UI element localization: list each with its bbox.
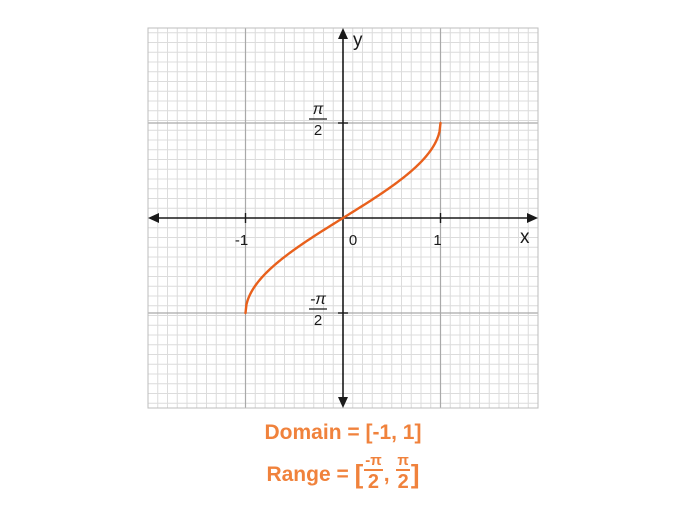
x-tick-label: 0 <box>349 232 357 249</box>
y-tick-numerator: π <box>313 101 324 118</box>
range-min-fraction: -π 2 <box>364 452 383 493</box>
range-separator: , <box>383 462 396 486</box>
domain-caption: Domain = [-1, 1] <box>0 421 686 445</box>
tick-labels: -1 0 1π2-π2 <box>235 101 442 329</box>
range-open-bracket: [ <box>354 459 364 489</box>
x-tick-label: 1 <box>433 232 441 249</box>
y-tick-numerator: -π <box>310 291 326 308</box>
range-min-denominator: 2 <box>367 471 380 493</box>
y-tick-denominator: 2 <box>314 312 322 329</box>
range-prefix: Range = <box>266 462 355 486</box>
y-tick-label: -π 2 <box>309 291 327 329</box>
x-axis-arrow-right <box>527 213 538 223</box>
x-axis-arrow-left <box>148 213 159 223</box>
y-tick-label: π2 <box>309 101 327 139</box>
arcsin-graph: -1 0 1π2-π2 x y <box>147 27 539 409</box>
range-max-denominator: 2 <box>397 471 409 493</box>
range-min-numerator: -π <box>364 452 383 471</box>
y-tick-denominator: 2 <box>314 122 322 139</box>
range-max-numerator: π <box>396 452 410 471</box>
y-axis-arrow-down <box>338 397 348 408</box>
x-tick-label: -1 <box>235 232 248 249</box>
domain-text: Domain = [-1, 1] <box>264 421 422 444</box>
range-max-fraction: π 2 <box>396 452 410 493</box>
x-axis-label: x <box>520 227 530 248</box>
range-close-bracket: ] <box>410 459 420 489</box>
range-caption: Range = [ -π 2 , π 2 ] <box>0 452 686 494</box>
arcsin-curve <box>244 121 442 315</box>
y-axis-label: y <box>353 30 363 51</box>
y-axis-arrow-up <box>338 28 348 39</box>
